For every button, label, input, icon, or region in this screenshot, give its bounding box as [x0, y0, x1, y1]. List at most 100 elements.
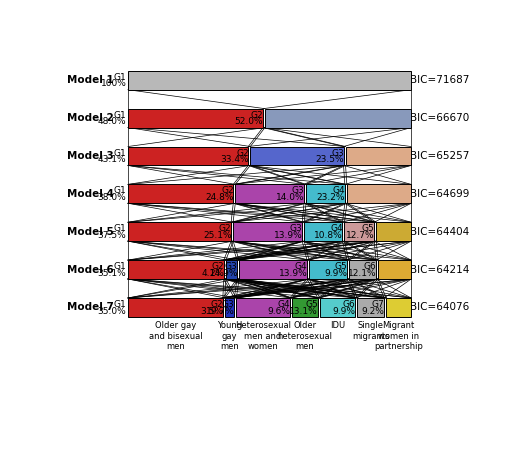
Text: G1: G1 — [114, 300, 126, 309]
Text: G4: G4 — [278, 300, 290, 309]
Text: 24.8%: 24.8% — [205, 193, 234, 202]
Text: 48.0%: 48.0% — [98, 117, 126, 126]
Bar — [250, 146, 343, 165]
Text: Model 1: Model 1 — [67, 75, 114, 85]
Bar — [128, 71, 411, 90]
Text: Single
migrants: Single migrants — [352, 321, 389, 341]
Text: G1: G1 — [114, 262, 126, 271]
Text: G3: G3 — [331, 149, 344, 158]
Text: G3: G3 — [292, 186, 304, 195]
Text: G3: G3 — [224, 262, 238, 271]
Bar — [225, 298, 234, 317]
Text: 12.7%: 12.7% — [346, 231, 375, 240]
Text: G3: G3 — [222, 300, 235, 309]
Text: Older
heterosexual
men: Older heterosexual men — [277, 321, 333, 351]
Text: 23.2%: 23.2% — [317, 193, 345, 202]
Bar — [128, 298, 223, 317]
Text: BIC=64076: BIC=64076 — [410, 303, 469, 312]
Text: 37.5%: 37.5% — [98, 231, 126, 240]
Text: 100%: 100% — [100, 79, 126, 88]
Bar — [128, 260, 224, 279]
Text: Model 2: Model 2 — [67, 113, 114, 123]
Text: G1: G1 — [114, 73, 126, 82]
Text: 24.9%: 24.9% — [209, 269, 238, 278]
Bar — [346, 146, 411, 165]
Text: G5: G5 — [362, 224, 375, 233]
Bar — [128, 109, 263, 127]
Text: BIC=64214: BIC=64214 — [410, 264, 469, 275]
Text: G5: G5 — [305, 300, 318, 309]
Text: 23.5%: 23.5% — [315, 155, 344, 164]
Bar — [309, 260, 347, 279]
Text: 35.1%: 35.1% — [98, 269, 126, 278]
Text: 10.8%: 10.8% — [314, 231, 343, 240]
Text: BIC=71687: BIC=71687 — [410, 75, 469, 85]
Text: IDU: IDU — [330, 321, 345, 330]
Text: 14.0%: 14.0% — [276, 193, 304, 202]
Text: G2: G2 — [219, 224, 232, 233]
Text: BIC=66670: BIC=66670 — [410, 113, 469, 123]
Text: 25.1%: 25.1% — [203, 231, 232, 240]
Text: G1: G1 — [114, 111, 126, 120]
Text: Migrant
women in
partnership: Migrant women in partnership — [374, 321, 423, 351]
Text: G2: G2 — [221, 186, 234, 195]
Bar — [347, 185, 411, 203]
Bar — [304, 222, 342, 241]
Text: 38.0%: 38.0% — [98, 193, 126, 202]
Text: Model 4: Model 4 — [67, 189, 114, 199]
Text: Older gay
and bisexual
men: Older gay and bisexual men — [149, 321, 202, 351]
Bar — [128, 222, 231, 241]
Text: BIC=64404: BIC=64404 — [410, 227, 469, 236]
Text: G1: G1 — [114, 149, 126, 158]
Text: 13.1%: 13.1% — [289, 306, 318, 316]
Text: G6: G6 — [364, 262, 376, 271]
Text: 4.1%: 4.1% — [201, 269, 224, 278]
Bar — [239, 260, 307, 279]
Bar — [265, 109, 411, 127]
Bar — [378, 260, 411, 279]
Text: Model 6: Model 6 — [67, 264, 114, 275]
Text: 9.6%: 9.6% — [267, 306, 290, 316]
Bar — [376, 222, 411, 241]
Text: G6: G6 — [343, 300, 355, 309]
Bar — [345, 222, 374, 241]
Text: 43.1%: 43.1% — [98, 155, 126, 164]
Text: 52.0%: 52.0% — [235, 117, 263, 126]
Text: G2: G2 — [251, 111, 263, 120]
Text: 3.5%: 3.5% — [200, 306, 223, 316]
Text: G2: G2 — [211, 262, 224, 271]
Text: Model 5: Model 5 — [67, 227, 114, 236]
Bar — [233, 222, 302, 241]
Text: 13.9%: 13.9% — [279, 269, 307, 278]
Text: BIC=65257: BIC=65257 — [410, 151, 469, 161]
Text: 35.0%: 35.0% — [98, 306, 126, 316]
Bar — [349, 260, 376, 279]
Text: G3: G3 — [290, 224, 303, 233]
Text: G2: G2 — [236, 149, 248, 158]
Text: G1: G1 — [114, 186, 126, 195]
Text: G4: G4 — [333, 186, 345, 195]
Text: G4: G4 — [295, 262, 307, 271]
Text: BIC=64699: BIC=64699 — [410, 189, 469, 199]
Text: G2: G2 — [210, 300, 223, 309]
Bar — [320, 298, 355, 317]
Text: G1: G1 — [114, 224, 126, 233]
Bar — [236, 298, 290, 317]
Bar — [235, 185, 304, 203]
Text: G4: G4 — [330, 224, 343, 233]
Text: 9.9%: 9.9% — [333, 306, 355, 316]
Text: 12.1%: 12.1% — [348, 269, 376, 278]
Text: 9.2%: 9.2% — [362, 306, 385, 316]
Bar — [226, 260, 237, 279]
Bar — [128, 185, 233, 203]
Text: 19.7%: 19.7% — [206, 306, 235, 316]
Bar — [386, 298, 411, 317]
Text: 13.9%: 13.9% — [274, 231, 303, 240]
Bar — [128, 146, 248, 165]
Text: G5: G5 — [335, 262, 348, 271]
Bar — [292, 298, 318, 317]
Text: Heterosexual
men and
women: Heterosexual men and women — [235, 321, 291, 351]
Text: Young
gay
men: Young gay men — [217, 321, 242, 351]
Text: Model 7: Model 7 — [67, 303, 114, 312]
Text: G7: G7 — [372, 300, 385, 309]
